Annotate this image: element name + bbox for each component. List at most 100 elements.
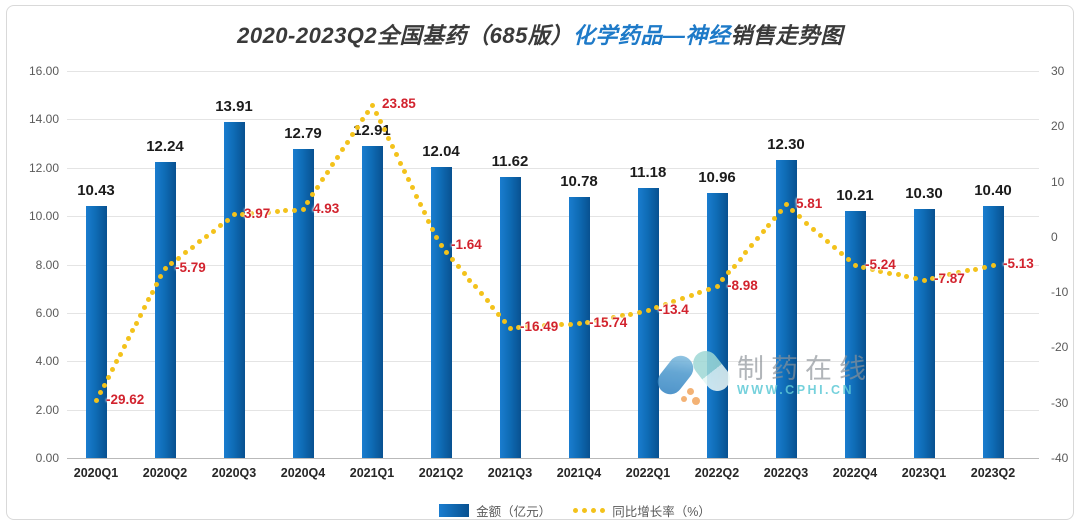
growth-line-dot — [705, 287, 711, 293]
growth-line-dot — [373, 110, 379, 116]
growth-line-dot — [921, 277, 927, 283]
growth-line-dot — [542, 323, 547, 329]
growth-line-dot — [176, 255, 182, 261]
growth-line-dot — [377, 119, 383, 125]
growth-line-dot — [146, 297, 152, 303]
growth-line-dot — [731, 263, 737, 269]
chart-title-accent: 化学药品—神经 — [572, 23, 731, 48]
growth-line-dot — [619, 313, 625, 319]
bar-2021Q1 — [361, 145, 383, 458]
y-axis-right-tick: 20 — [1051, 119, 1065, 134]
growth-line-dot — [325, 169, 331, 175]
growth-line-dot — [224, 217, 230, 223]
growth-line-dot — [397, 160, 403, 166]
y-axis-right-tick: 10 — [1051, 174, 1065, 189]
growth-line-dot — [777, 209, 783, 215]
bar-2020Q1 — [85, 205, 107, 458]
legend-amount-label: 金额（亿元） — [476, 504, 552, 519]
growth-value-label: -5.79 — [175, 259, 206, 275]
bar-2021Q4 — [568, 197, 590, 458]
growth-line-dot — [671, 299, 677, 305]
x-axis-tick-2022Q2: 2022Q2 — [694, 466, 740, 480]
growth-line-dot — [981, 264, 987, 270]
growth-line-dot — [754, 236, 760, 242]
growth-line-dot — [231, 212, 237, 218]
chart-title-part3: 销售走势图 — [730, 23, 843, 48]
growth-line-dot — [845, 257, 851, 263]
y-axis-left-tick: 0.00 — [35, 451, 59, 465]
y-axis-left-tick: 10.00 — [28, 209, 59, 224]
growth-line-dot — [749, 243, 754, 249]
growth-line-dot — [567, 321, 573, 327]
growth-line-dot — [418, 201, 424, 207]
growth-line-dot — [450, 257, 455, 263]
growth-line-dot — [349, 132, 355, 138]
growth-line-dot — [121, 343, 127, 349]
growth-line-dot — [550, 322, 556, 328]
bar-2023Q2 — [982, 206, 1004, 458]
growth-line-dot — [410, 185, 416, 191]
growth-value-label: -15.74 — [589, 314, 628, 330]
growth-line-dot — [887, 270, 892, 276]
growth-line-dot — [330, 162, 336, 168]
growth-line-dot — [766, 222, 772, 228]
x-axis-tick-2020Q1: 2020Q1 — [73, 466, 119, 480]
growth-line-dot — [697, 290, 703, 296]
chart-legend: 金额（亿元） 同比增长率（%） — [77, 500, 1073, 519]
growth-value-label: 4.93 — [313, 200, 340, 216]
growth-line-dot — [797, 214, 803, 220]
growth-line-dot — [134, 320, 140, 326]
bar-value-label: 11.18 — [629, 163, 667, 181]
growth-line-dot — [138, 312, 144, 318]
growth-line-dot — [473, 284, 478, 290]
growth-line-dot — [593, 318, 599, 324]
growth-line-dot — [790, 208, 796, 214]
gridline — [67, 361, 1039, 363]
bar-value-label: 10.30 — [905, 184, 943, 202]
growth-line-dot — [305, 199, 311, 205]
growth-line-dot — [315, 184, 321, 190]
growth-line-dot — [680, 296, 685, 302]
growth-line-dot — [772, 215, 777, 221]
growth-line-dot — [438, 243, 444, 249]
growth-line-dot — [109, 367, 115, 373]
bar-2022Q1 — [637, 187, 659, 458]
growth-line-dot — [274, 209, 280, 215]
growth-value-label: -5.24 — [865, 256, 896, 272]
growth-line-dot — [240, 211, 246, 217]
growth-value-label: 23.85 — [382, 96, 416, 111]
bar-value-label: 11.62 — [491, 152, 529, 170]
growth-line-dot — [197, 239, 202, 245]
growth-line-dot — [359, 117, 365, 123]
growth-line-dot — [422, 210, 428, 216]
growth-line-dot — [401, 168, 407, 174]
growth-line-dot — [760, 229, 766, 235]
growth-line-dot — [501, 318, 507, 324]
x-axis-tick-2022Q1: 2022Q1 — [625, 466, 671, 480]
growth-line-dot — [93, 398, 99, 404]
bar-value-label: 12.24 — [146, 137, 184, 155]
bar-2022Q4 — [844, 211, 866, 458]
growth-line-dot — [130, 328, 136, 334]
growth-line-dot — [461, 270, 467, 276]
chart-title: 2020-2023Q2全国基药（685版）化学药品—神经销售走势图 — [7, 18, 1073, 50]
gridline — [67, 71, 1039, 72]
gridline — [67, 312, 1039, 314]
gridline — [67, 409, 1039, 411]
growth-line-dot — [369, 102, 375, 108]
growth-line-dot — [158, 274, 164, 280]
growth-line-dot — [818, 232, 823, 238]
bar-2020Q3 — [223, 121, 245, 458]
growth-line-dot — [154, 281, 160, 287]
y-axis-left-tick: 2.00 — [35, 402, 59, 417]
growth-line-dot — [203, 233, 209, 239]
bar-value-label: 12.04 — [422, 142, 460, 160]
growth-line-dot — [266, 209, 271, 215]
growth-line-dot — [645, 308, 651, 314]
y-axis-right-tick: 0 — [1051, 229, 1058, 244]
growth-line-dot — [434, 235, 440, 241]
x-axis-tick-2021Q4: 2021Q4 — [556, 466, 602, 480]
x-axis-tick-2023Q1: 2023Q1 — [901, 466, 947, 480]
growth-line-dot — [628, 311, 634, 317]
growth-line-dot — [113, 359, 119, 365]
